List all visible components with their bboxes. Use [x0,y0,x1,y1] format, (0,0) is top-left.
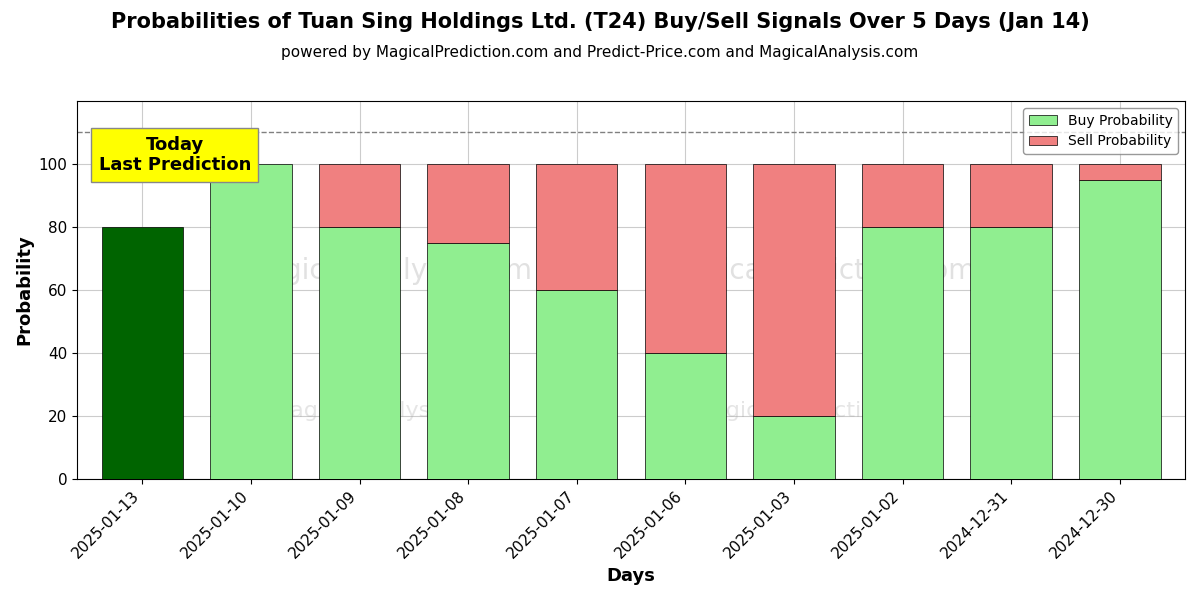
Bar [862,227,943,479]
Legend: Buy Probability, Sell Probability: Buy Probability, Sell Probability [1024,108,1178,154]
Bar [319,164,401,227]
Text: MagicalAnalysis.com: MagicalAnalysis.com [242,257,532,285]
Text: MagicalPrediction.com: MagicalPrediction.com [664,257,976,285]
Bar [427,164,509,242]
Text: Probabilities of Tuan Sing Holdings Ltd. (T24) Buy/Sell Signals Over 5 Days (Jan: Probabilities of Tuan Sing Holdings Ltd.… [110,12,1090,32]
Text: powered by MagicalPrediction.com and Predict-Price.com and MagicalAnalysis.com: powered by MagicalPrediction.com and Pre… [281,45,919,60]
Bar [536,164,618,290]
Bar [319,227,401,479]
Bar [862,164,943,227]
Bar [427,242,509,479]
Text: MagicalAnalysis.com: MagicalAnalysis.com [271,401,503,421]
Bar [102,227,184,479]
Bar [971,164,1052,227]
Text: Today
Last Prediction: Today Last Prediction [98,136,251,175]
Bar [644,353,726,479]
Bar [971,227,1052,479]
Bar [210,164,292,479]
Bar [754,164,835,416]
Bar [644,164,726,353]
Bar [1079,180,1160,479]
Bar [754,416,835,479]
Text: MagicalPrediction.com: MagicalPrediction.com [694,401,944,421]
Bar [536,290,618,479]
Bar [1079,164,1160,180]
Y-axis label: Probability: Probability [14,235,32,345]
X-axis label: Days: Days [607,567,655,585]
